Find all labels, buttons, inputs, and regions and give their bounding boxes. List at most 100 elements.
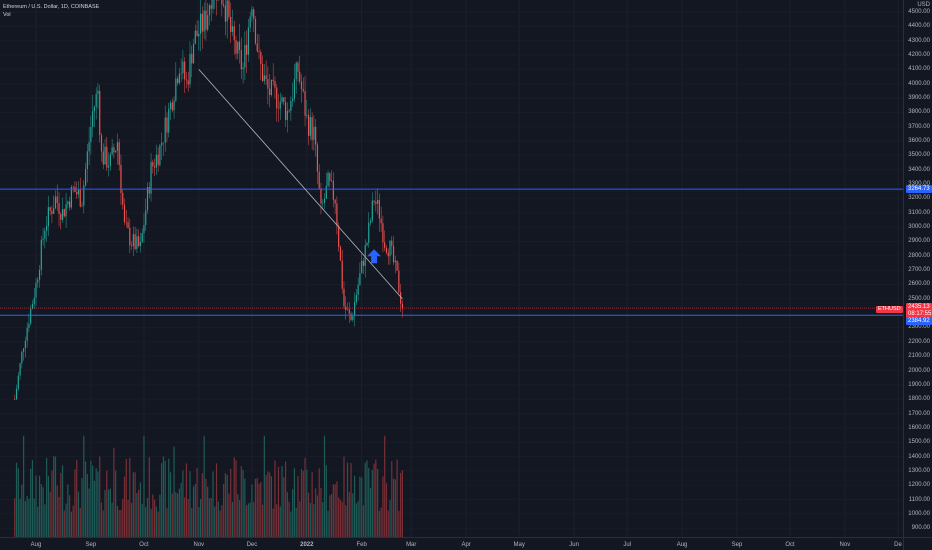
price-tick: 2600.00 bbox=[908, 281, 930, 288]
candle-body bbox=[120, 164, 122, 193]
price-tick: 1100.00 bbox=[908, 496, 930, 503]
candle-body bbox=[304, 91, 306, 116]
volume-bar bbox=[100, 502, 103, 537]
volume-bar bbox=[392, 478, 395, 537]
candle-body bbox=[162, 142, 165, 144]
volume-bar bbox=[345, 505, 347, 537]
symbol-title[interactable]: Ethereum / U.S. Dollar, 1D, COINBASE bbox=[3, 4, 100, 10]
candle-body bbox=[177, 78, 179, 84]
volume-bar bbox=[92, 465, 94, 537]
time-tick: Oct bbox=[139, 542, 149, 548]
candle-body bbox=[276, 87, 278, 109]
time-axis[interactable]: Aug Sep Oct Nov Dec 2022 Feb Mar Apr May Jun Jul Aug… bbox=[0, 537, 903, 550]
price-tick: 2300.00 bbox=[908, 324, 930, 331]
candle-body bbox=[293, 79, 296, 99]
price-tick: 3500.00 bbox=[908, 152, 930, 159]
candle-body bbox=[97, 90, 99, 94]
candle-body bbox=[299, 71, 301, 82]
candle-body bbox=[240, 49, 242, 70]
price-tick: 1900.00 bbox=[908, 381, 930, 388]
time-tick: Oct bbox=[785, 542, 795, 548]
volume-bar bbox=[72, 505, 74, 537]
volume-bar bbox=[251, 484, 253, 537]
volume-bar bbox=[231, 501, 234, 537]
time-tick: Sep bbox=[85, 542, 97, 548]
volume-bar bbox=[253, 501, 255, 537]
candle-body bbox=[238, 41, 241, 50]
candle-body bbox=[253, 9, 255, 19]
candle-body bbox=[230, 16, 232, 32]
candle-body bbox=[54, 196, 57, 209]
candle-body bbox=[175, 78, 177, 101]
volume-bar bbox=[111, 502, 113, 537]
volume-bar bbox=[63, 510, 65, 537]
volume-bar bbox=[389, 500, 391, 537]
candle-body bbox=[88, 142, 90, 152]
candle-body bbox=[53, 208, 55, 214]
volume-bar bbox=[371, 469, 373, 537]
volume-bar bbox=[316, 495, 319, 537]
volume-bar bbox=[93, 480, 96, 537]
candle-body bbox=[361, 260, 363, 274]
candle-body bbox=[70, 186, 72, 208]
trend-line[interactable] bbox=[198, 69, 403, 300]
volume-bar bbox=[122, 498, 124, 537]
candle-body bbox=[90, 126, 92, 143]
price-scale[interactable]: USD 4500.00 4400.00 4300.00 4200.00 4100.00 4… bbox=[903, 0, 932, 537]
volume-indicator-label[interactable]: Vol bbox=[3, 12, 11, 18]
candle-body bbox=[290, 100, 292, 111]
volume-bar bbox=[235, 460, 237, 537]
resistance-price-badge: 3264.73 bbox=[906, 185, 932, 194]
price-tick: 2700.00 bbox=[908, 267, 930, 274]
candle-body bbox=[143, 224, 145, 234]
candle-body bbox=[336, 203, 338, 226]
candle-body bbox=[364, 245, 366, 266]
candle-body bbox=[47, 207, 49, 227]
up-arrow-icon[interactable] bbox=[367, 249, 382, 264]
volume-bar bbox=[28, 498, 30, 537]
volume-bar bbox=[77, 491, 80, 537]
chart-pane[interactable]: Ethereum / U.S. Dollar, 1D, COINBASE Vol… bbox=[0, 0, 903, 537]
candle-body bbox=[191, 53, 193, 64]
volume-bar bbox=[159, 494, 161, 537]
volume-bar bbox=[65, 503, 67, 537]
volume-bar bbox=[391, 461, 393, 537]
price-tick: 1500.00 bbox=[908, 439, 930, 446]
candle-body bbox=[352, 316, 354, 320]
volume-bar bbox=[283, 477, 285, 537]
candle-body bbox=[339, 246, 342, 261]
volume-bar bbox=[338, 497, 340, 537]
volume-bar bbox=[334, 484, 336, 537]
volume-bar bbox=[70, 511, 72, 537]
volume-bar bbox=[102, 510, 104, 537]
volume-bar bbox=[368, 467, 370, 537]
candle-body bbox=[198, 33, 200, 37]
candle-body bbox=[315, 126, 317, 145]
volume-bar bbox=[293, 468, 296, 537]
volume-bar bbox=[246, 505, 248, 537]
volume-bar bbox=[210, 497, 212, 537]
candle-body bbox=[201, 13, 203, 32]
candle-body bbox=[385, 247, 388, 253]
price-tick: 2500.00 bbox=[908, 295, 930, 302]
candle-body bbox=[323, 198, 326, 203]
volume-bar bbox=[327, 510, 329, 537]
volume-bar bbox=[189, 471, 191, 537]
candle-body bbox=[46, 226, 48, 231]
candle-body bbox=[346, 309, 349, 311]
candle-body bbox=[398, 270, 400, 293]
volume-bar bbox=[139, 482, 142, 537]
candle-body bbox=[173, 100, 175, 111]
volume-bar bbox=[30, 468, 32, 537]
candle-body bbox=[343, 288, 345, 307]
volume-bar bbox=[173, 446, 175, 537]
price-tick: 2000.00 bbox=[908, 367, 930, 374]
price-tick: 1700.00 bbox=[908, 410, 930, 417]
volume-bar bbox=[141, 503, 143, 537]
volume-bar bbox=[53, 456, 55, 537]
price-tick: 4400.00 bbox=[908, 23, 930, 30]
volume-bar bbox=[265, 475, 267, 537]
volume-bar bbox=[373, 463, 375, 537]
price-chart[interactable] bbox=[0, 0, 903, 537]
time-tick: Jun bbox=[569, 542, 579, 548]
